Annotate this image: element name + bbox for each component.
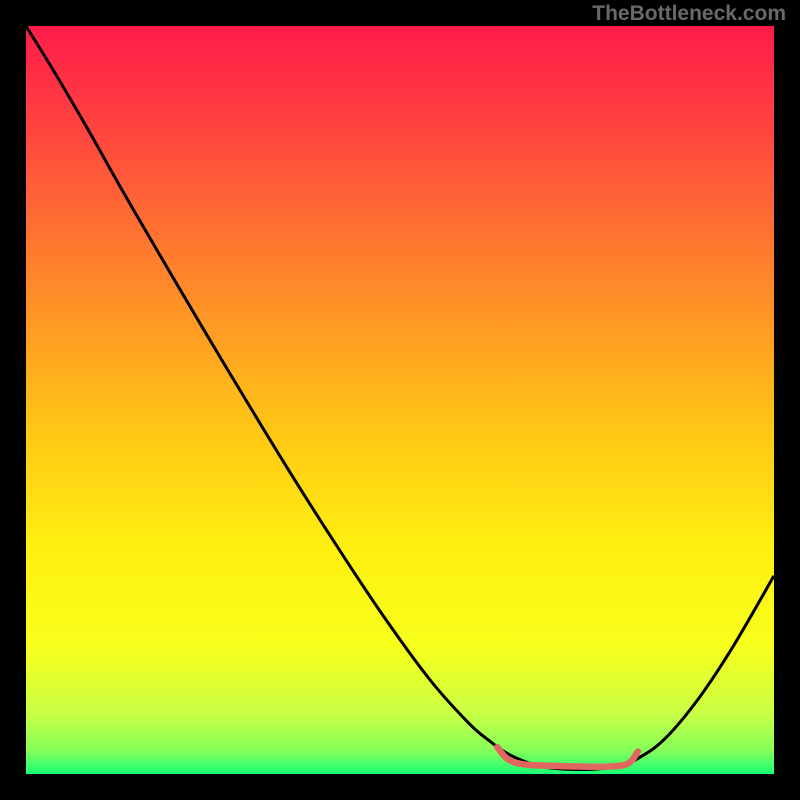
chart-svg xyxy=(26,26,774,774)
gradient-background xyxy=(26,26,774,774)
bottleneck-chart xyxy=(26,26,774,774)
watermark-text: TheBottleneck.com xyxy=(592,2,786,26)
